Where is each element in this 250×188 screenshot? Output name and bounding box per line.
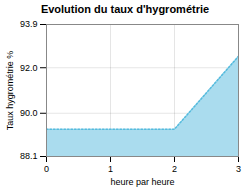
svg-text:heure par heure: heure par heure <box>110 177 174 187</box>
html-text:Evolution du taux d'hygrométri: Evolution du taux d'hygrométrie <box>40 3 210 15</box>
svg-text:88.1: 88.1 <box>20 151 38 161</box>
svg-text:Taux hygrométrie %: Taux hygrométrie % <box>5 51 15 131</box>
svg-text:92.0: 92.0 <box>20 63 38 73</box>
svg-text:1: 1 <box>108 164 113 174</box>
svg-text:90.0: 90.0 <box>20 108 38 118</box>
svg-text:0: 0 <box>44 164 49 174</box>
svg-text:3: 3 <box>236 164 241 174</box>
svg-text:93.9: 93.9 <box>20 19 38 29</box>
svg-text:2: 2 <box>172 164 177 174</box>
